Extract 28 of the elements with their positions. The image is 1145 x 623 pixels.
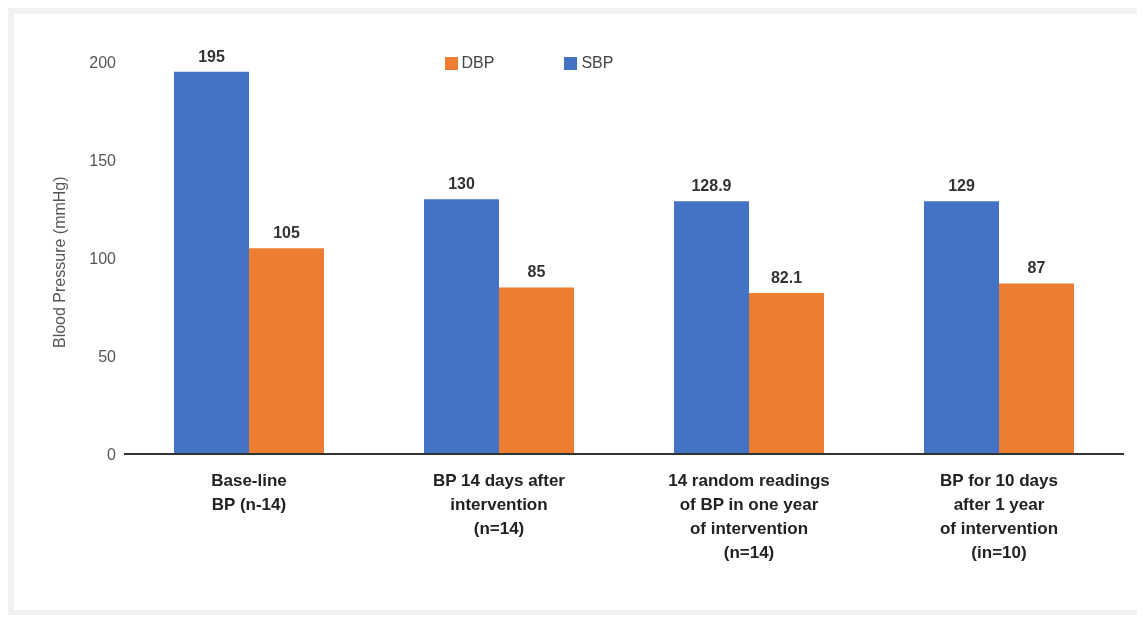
y-tick-label: 50 bbox=[98, 347, 117, 365]
bar bbox=[999, 283, 1074, 454]
y-tick-label: 0 bbox=[107, 445, 117, 463]
data-label: 195 bbox=[198, 47, 225, 65]
y-tick-label: 150 bbox=[89, 151, 117, 169]
y-tick-label: 100 bbox=[89, 249, 117, 267]
bar bbox=[249, 248, 324, 454]
x-tick-label: BP 14 days after intervention (n=14) bbox=[433, 471, 566, 538]
data-label: 129 bbox=[948, 177, 975, 195]
bar bbox=[749, 293, 824, 454]
y-axis-title: Blood Pressure (mmHg) bbox=[50, 176, 68, 348]
legend-label: SBP bbox=[581, 54, 614, 71]
data-label: 130 bbox=[448, 175, 475, 193]
data-label: 82.1 bbox=[770, 269, 803, 287]
x-tick-label: 14 random readings of BP in one year of intervention (n=14) bbox=[668, 471, 830, 562]
y-tick-label: 200 bbox=[89, 53, 117, 71]
data-label: 85 bbox=[527, 263, 546, 281]
bar bbox=[174, 71, 249, 454]
bar bbox=[499, 287, 574, 454]
data-label: 128.9 bbox=[691, 177, 732, 195]
legend-label: DBP bbox=[461, 54, 495, 71]
bar bbox=[674, 201, 749, 454]
data-label: 105 bbox=[273, 224, 300, 242]
x-tick-label: BP for 10 days after 1 year of intervention (in=10) bbox=[939, 471, 1059, 562]
x-tick-label: Base-line BP (n-14) bbox=[211, 471, 287, 514]
bar bbox=[924, 201, 999, 454]
data-label: 87 bbox=[1027, 259, 1046, 277]
bar bbox=[424, 199, 499, 454]
